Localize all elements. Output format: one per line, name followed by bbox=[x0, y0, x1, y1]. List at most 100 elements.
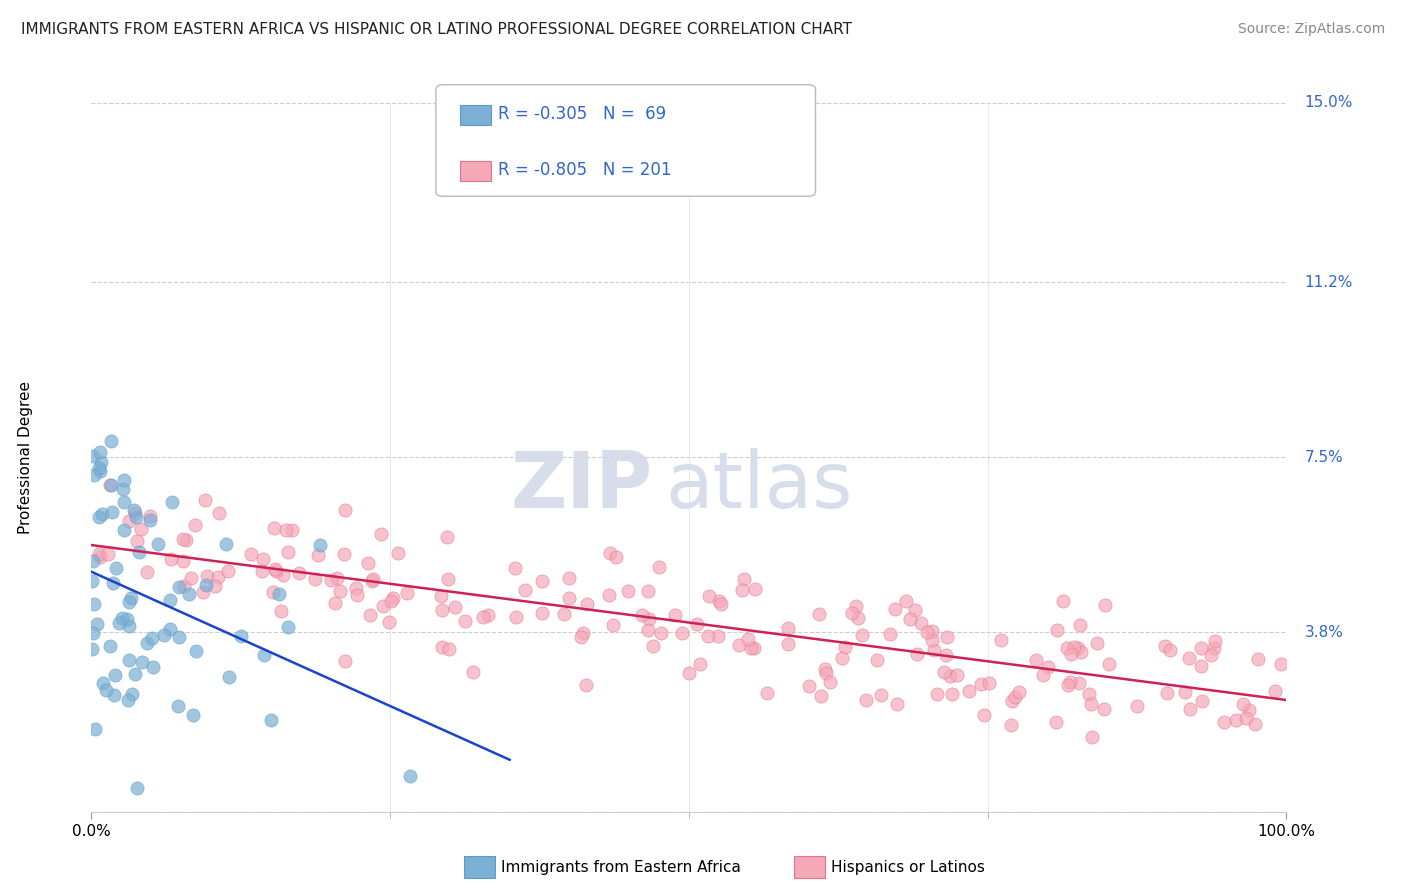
Point bbox=[637, 623, 659, 637]
Point bbox=[894, 593, 917, 607]
Point bbox=[810, 689, 832, 703]
Point bbox=[195, 568, 218, 582]
Point bbox=[432, 602, 454, 616]
Point bbox=[308, 539, 330, 553]
Point bbox=[1069, 617, 1091, 632]
Point bbox=[1264, 683, 1286, 698]
Point bbox=[845, 599, 868, 613]
Point bbox=[941, 687, 963, 701]
Point bbox=[846, 611, 869, 625]
Point bbox=[1094, 598, 1116, 612]
Point bbox=[1098, 657, 1121, 672]
Point bbox=[280, 524, 302, 538]
Point bbox=[89, 547, 111, 561]
Point bbox=[686, 616, 709, 631]
Point bbox=[831, 651, 853, 665]
Point bbox=[380, 594, 402, 608]
Point bbox=[250, 564, 273, 578]
Point bbox=[263, 521, 285, 535]
Point bbox=[207, 570, 229, 584]
Point bbox=[477, 608, 499, 623]
Point bbox=[1154, 639, 1177, 653]
Point bbox=[664, 607, 686, 622]
Point bbox=[82, 625, 104, 640]
Point bbox=[277, 620, 299, 634]
Point bbox=[160, 494, 183, 508]
Point bbox=[921, 624, 943, 638]
Point bbox=[870, 688, 893, 702]
Point bbox=[252, 552, 274, 566]
Point bbox=[443, 600, 465, 615]
Point bbox=[1191, 694, 1213, 708]
Point bbox=[946, 668, 969, 682]
Point bbox=[915, 624, 938, 639]
Point bbox=[1159, 643, 1181, 657]
Point bbox=[707, 629, 730, 643]
Point bbox=[886, 697, 908, 711]
Point bbox=[89, 549, 111, 564]
Point bbox=[841, 606, 863, 620]
Point bbox=[271, 568, 294, 582]
Point bbox=[323, 596, 346, 610]
Point bbox=[1063, 640, 1085, 654]
Point bbox=[1237, 703, 1260, 717]
Point bbox=[370, 527, 392, 541]
Point bbox=[108, 616, 131, 631]
Point bbox=[167, 580, 190, 594]
Point bbox=[728, 639, 751, 653]
Point bbox=[359, 607, 381, 622]
Point bbox=[572, 626, 595, 640]
Point bbox=[689, 657, 711, 672]
Point bbox=[1057, 678, 1080, 692]
Text: 11.2%: 11.2% bbox=[1305, 275, 1353, 290]
Point bbox=[357, 557, 380, 571]
Point bbox=[82, 574, 104, 588]
Point bbox=[731, 583, 754, 598]
Point bbox=[184, 644, 207, 658]
Point bbox=[866, 652, 889, 666]
Point bbox=[643, 639, 665, 653]
Text: R = -0.805   N = 201: R = -0.805 N = 201 bbox=[498, 161, 671, 179]
Point bbox=[329, 583, 352, 598]
Point bbox=[172, 554, 194, 568]
Point bbox=[617, 584, 640, 599]
Point bbox=[104, 561, 127, 575]
Point bbox=[935, 648, 957, 662]
Point bbox=[756, 685, 779, 699]
Point bbox=[166, 699, 188, 714]
Point bbox=[111, 611, 134, 625]
Point bbox=[1080, 698, 1102, 712]
Point bbox=[180, 571, 202, 585]
Point bbox=[321, 573, 343, 587]
Point bbox=[1008, 684, 1031, 698]
Point bbox=[117, 612, 139, 626]
Point bbox=[103, 688, 125, 702]
Point bbox=[531, 574, 554, 588]
Point bbox=[1046, 624, 1069, 638]
Point bbox=[269, 587, 291, 601]
Point bbox=[333, 654, 356, 668]
Text: 7.5%: 7.5% bbox=[1305, 450, 1343, 465]
Point bbox=[174, 533, 197, 547]
Point bbox=[710, 597, 733, 611]
Text: 3.8%: 3.8% bbox=[1305, 624, 1343, 640]
Point bbox=[605, 550, 627, 565]
Point bbox=[122, 502, 145, 516]
Point bbox=[436, 529, 458, 543]
Text: atlas: atlas bbox=[665, 448, 852, 524]
Point bbox=[382, 591, 405, 606]
Point bbox=[553, 607, 575, 621]
Point bbox=[129, 522, 152, 536]
Point bbox=[395, 586, 418, 600]
Point bbox=[173, 578, 195, 592]
Point bbox=[264, 565, 287, 579]
Point bbox=[1270, 657, 1292, 671]
Point bbox=[1045, 715, 1067, 730]
Point bbox=[112, 495, 135, 509]
Point bbox=[361, 573, 384, 587]
Point bbox=[307, 548, 329, 562]
Point bbox=[599, 546, 621, 560]
Point bbox=[1060, 647, 1083, 661]
Point bbox=[1081, 731, 1104, 745]
Point bbox=[697, 629, 720, 643]
